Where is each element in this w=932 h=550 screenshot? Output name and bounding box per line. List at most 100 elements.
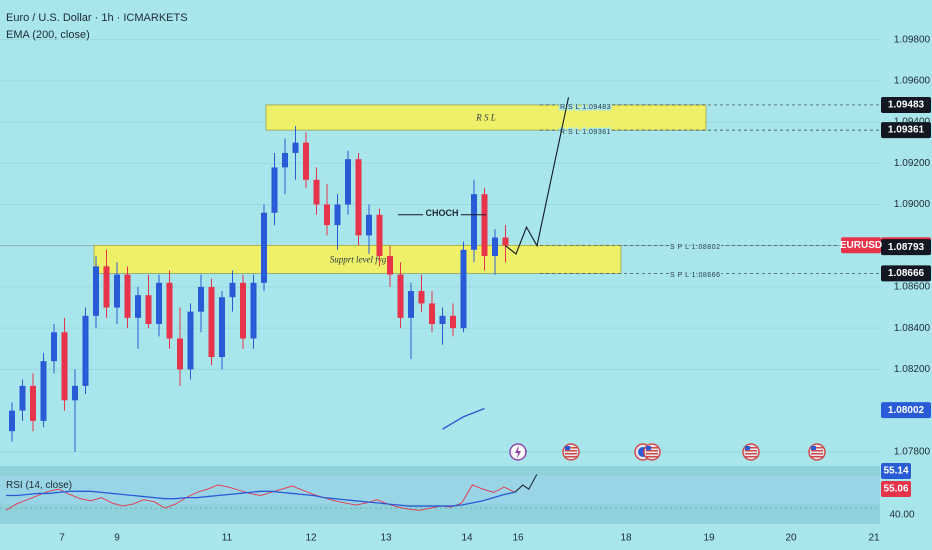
time-tick-label: 11 — [222, 533, 233, 544]
candle — [166, 282, 173, 339]
time-axis-bg — [0, 524, 932, 550]
rsi-badge — [881, 481, 911, 497]
candle — [187, 311, 194, 370]
time-tick-label: 16 — [512, 533, 524, 544]
candle — [145, 295, 152, 325]
price-badge-label: 1.09361 — [888, 125, 925, 136]
candle — [376, 214, 383, 257]
price-tick-label: 1.08400 — [894, 323, 931, 334]
candle — [93, 266, 99, 316]
level-note: S P L 1.08802 — [670, 244, 720, 251]
support-zone-label: Supprt level fvg — [330, 254, 387, 264]
price-badge-label: 1.08666 — [888, 268, 925, 279]
time-tick-label: 9 — [114, 533, 120, 544]
time-tick-label: 14 — [461, 533, 473, 544]
price-badge — [881, 96, 931, 113]
price-tick-label: 1.09600 — [894, 75, 931, 86]
time-tick-label: 20 — [785, 533, 797, 544]
candle — [450, 315, 456, 329]
candle — [481, 194, 488, 257]
candle — [156, 282, 162, 325]
candle — [61, 332, 68, 401]
time-tick-label: 13 — [380, 533, 392, 544]
support-zone — [93, 244, 622, 274]
price-badge-label: 1.08002 — [888, 405, 925, 416]
rsi-ma-series — [6, 490, 515, 507]
level-note: R S L 1.09483 — [560, 104, 611, 111]
candle — [82, 315, 89, 386]
candle — [345, 159, 351, 205]
price-tick-label: 1.09800 — [894, 34, 931, 45]
price-badge — [881, 239, 931, 256]
rsl-zone-label: R S L — [475, 113, 496, 123]
candle — [313, 179, 320, 205]
price-badge-label: 1.08793 — [888, 242, 925, 253]
candle — [282, 152, 288, 168]
candle — [51, 332, 57, 362]
candle — [408, 291, 414, 318]
us-flag-icon — [742, 443, 760, 461]
price-badge — [881, 122, 931, 139]
candle — [72, 385, 78, 401]
candle — [366, 214, 372, 236]
candle — [303, 142, 309, 180]
price-badge — [881, 402, 931, 419]
candle — [229, 282, 236, 298]
lightning-event-icon — [509, 443, 527, 461]
candles — [9, 126, 509, 452]
candle — [271, 167, 278, 213]
candle — [334, 204, 341, 226]
candle — [9, 410, 15, 432]
rsi-tick-label: 40.00 — [889, 510, 914, 521]
candle — [429, 303, 435, 325]
candle — [240, 282, 246, 339]
price-badge — [881, 265, 931, 282]
price-tick-label: 1.09000 — [894, 199, 931, 210]
us-flag-icon — [643, 443, 661, 461]
event-icons — [509, 443, 826, 461]
rsi-title: RSI (14, close) — [6, 480, 72, 491]
annotations: R S L 1.09483 R S L 1.09361 S P L 1.08802 S… — [398, 97, 880, 281]
candle — [324, 204, 330, 226]
choch-label: CHOCH — [426, 208, 459, 218]
rsi-projection — [514, 474, 538, 493]
time-tick-label: 12 — [305, 533, 317, 544]
candle — [418, 291, 425, 304]
candle — [198, 286, 204, 312]
symbol-title[interactable]: Euro / U.S. Dollar · 1h · ICMARKETS — [6, 12, 188, 24]
candle — [355, 159, 362, 236]
rsi-series — [5, 484, 515, 511]
candle — [114, 274, 120, 308]
time-tick-label: 19 — [703, 533, 715, 544]
time-tick-label: 21 — [868, 533, 880, 544]
indicator-label[interactable]: EMA (200, close) — [6, 29, 90, 41]
candle — [250, 282, 257, 339]
price-badge-label: 1.09483 — [888, 100, 925, 111]
price-tick-label: 1.08200 — [894, 364, 931, 375]
time-tick-label: 7 — [59, 533, 65, 544]
rsi-badge-label: 55.14 — [883, 466, 908, 477]
candle — [502, 237, 509, 246]
candle — [124, 274, 131, 318]
ema-line — [442, 407, 485, 430]
candle — [30, 385, 36, 421]
rsi-badge — [881, 463, 911, 479]
candle — [492, 237, 498, 257]
level-note: R S L 1.09361 — [560, 129, 611, 136]
price-tick-label: 1.07800 — [894, 446, 931, 457]
candle — [40, 361, 47, 421]
candle — [439, 315, 446, 325]
candle — [103, 266, 110, 308]
candle — [460, 249, 467, 329]
candle — [208, 286, 215, 358]
candle — [177, 338, 183, 370]
candle — [219, 297, 225, 358]
projection-line — [505, 97, 570, 255]
candle — [135, 295, 141, 318]
rsi-band — [0, 476, 880, 504]
symbol-badge-label: EURUSD — [840, 240, 882, 251]
price-tick-label: 1.09200 — [894, 158, 931, 169]
rsl-zone — [265, 104, 707, 131]
zones: R S L Supprt level fvg — [93, 104, 707, 274]
